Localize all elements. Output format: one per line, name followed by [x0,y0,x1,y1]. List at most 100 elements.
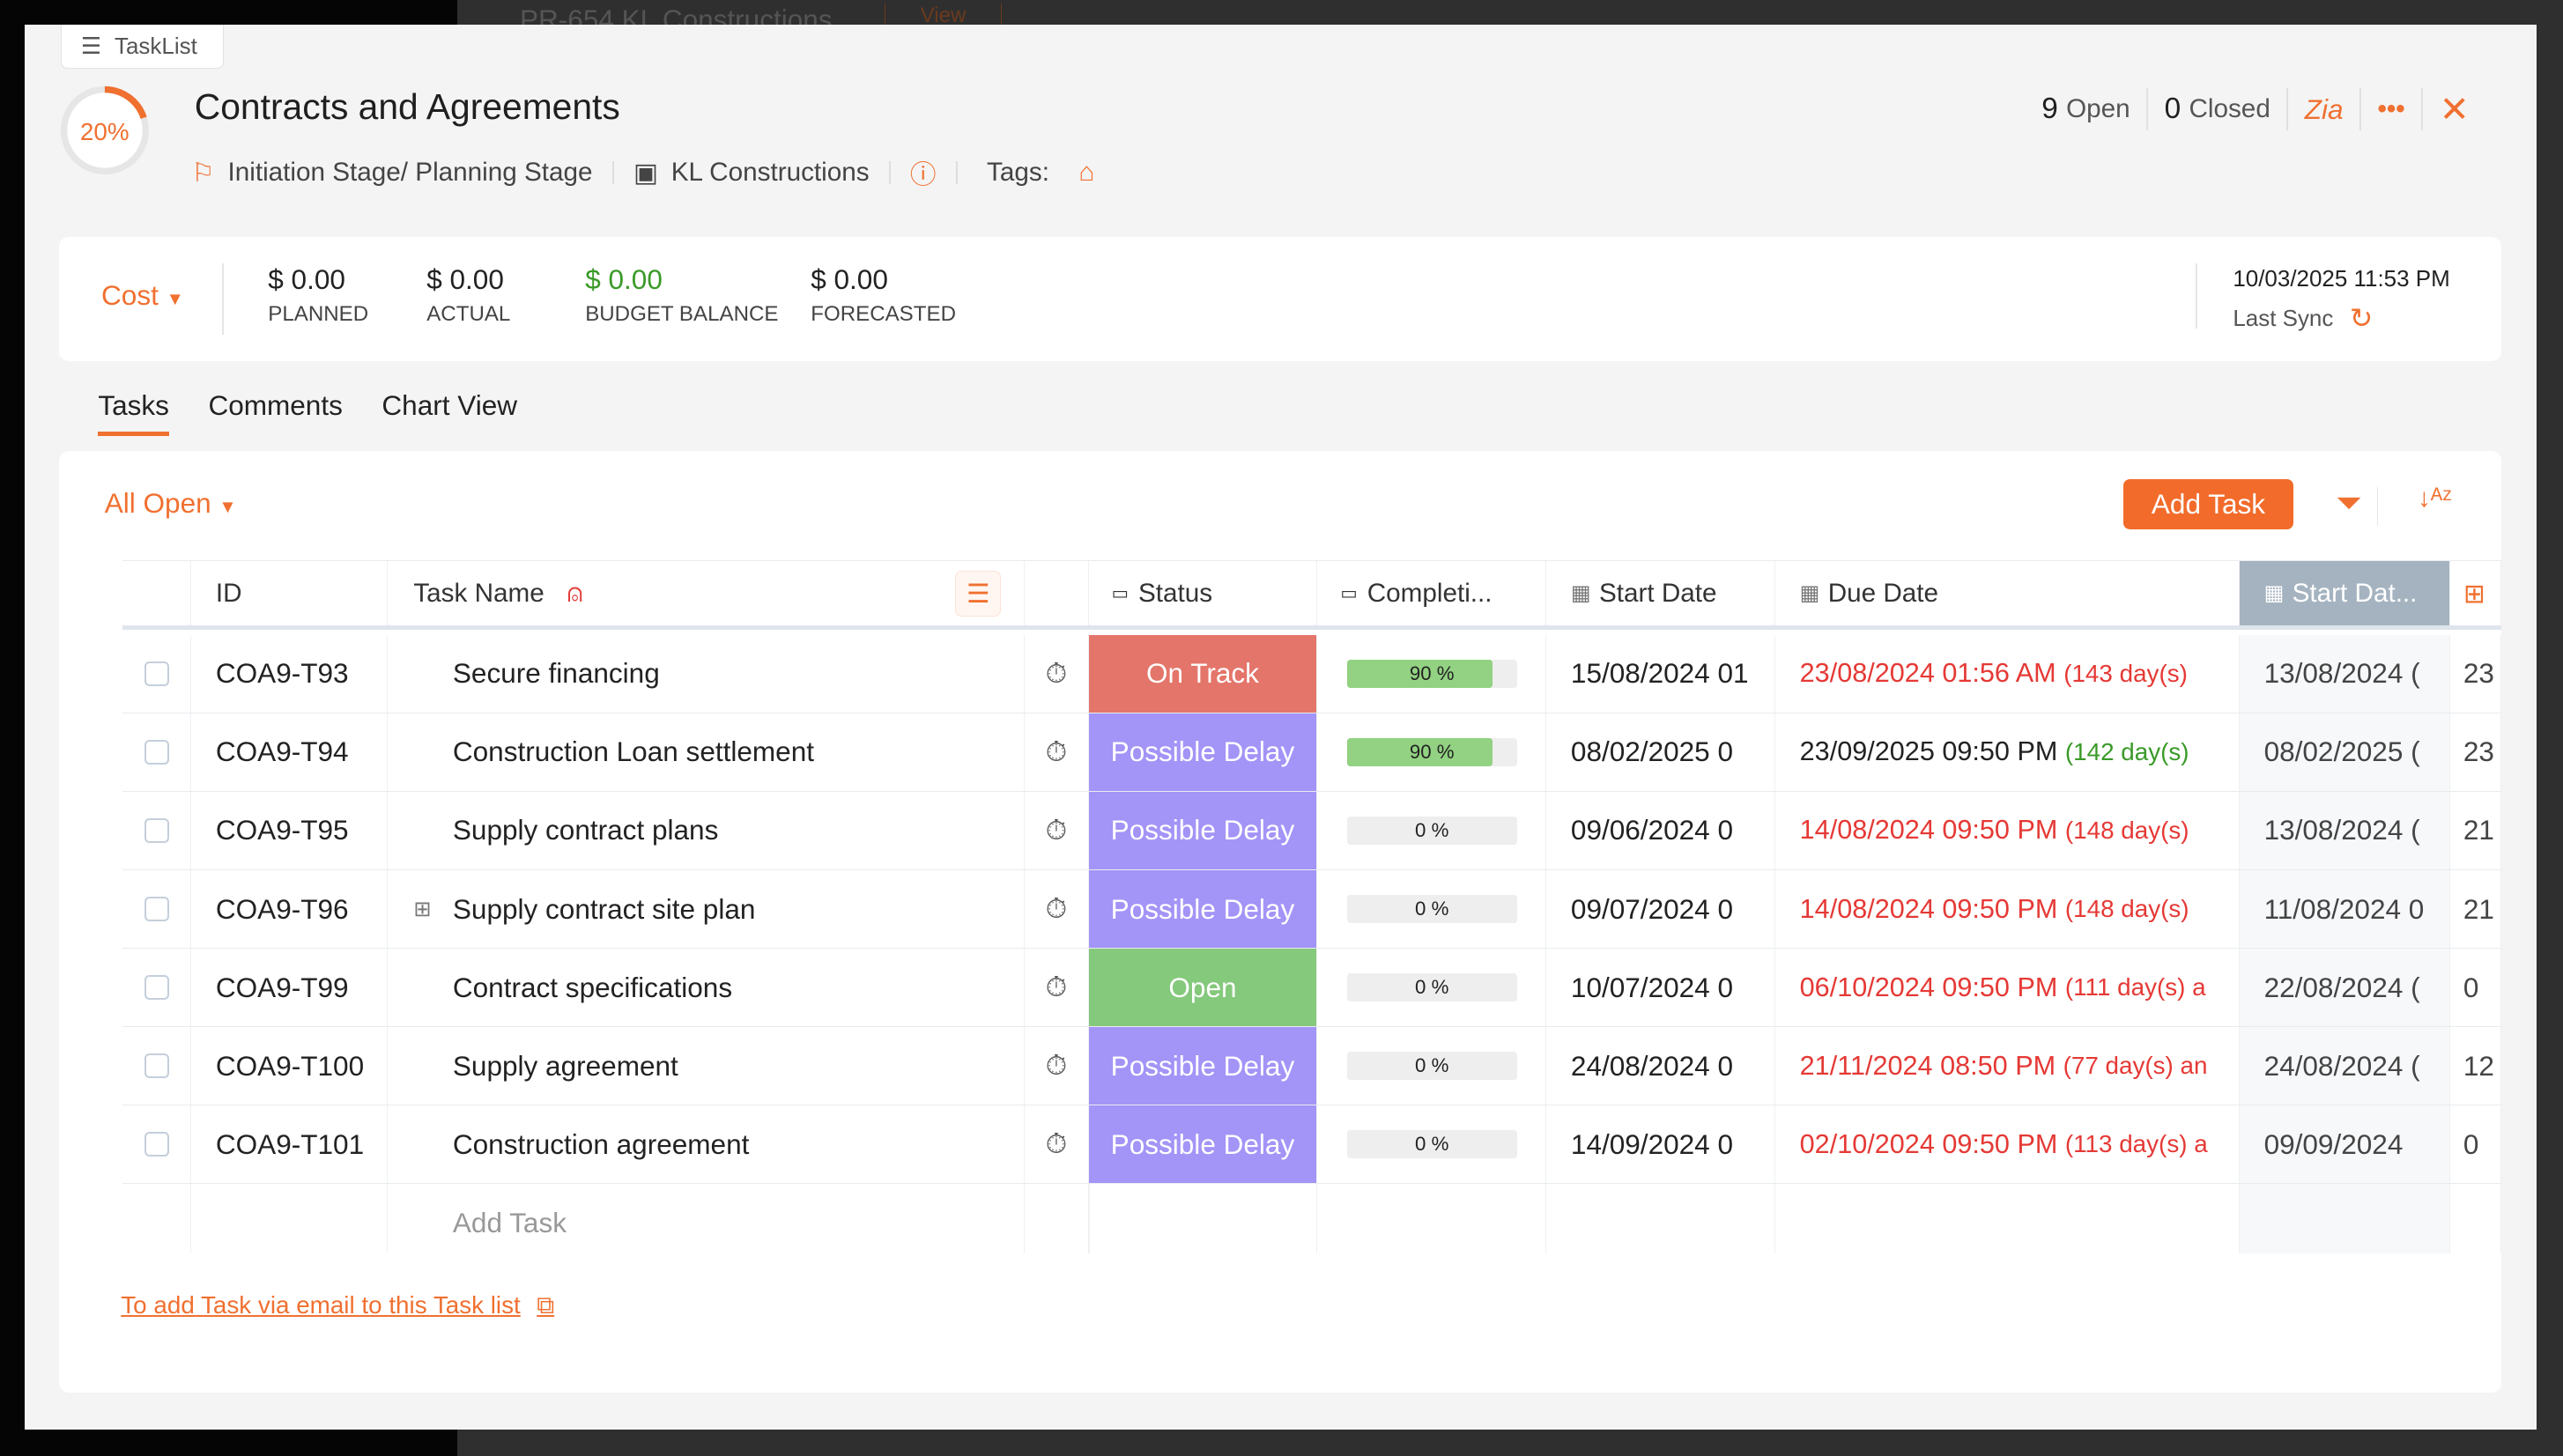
timer-icon[interactable]: ⏱ [1025,713,1089,791]
timer-icon[interactable]: ⏱ [1025,634,1089,713]
due-date[interactable]: 14/08/2024 09:50 PM (148 day(s) [1775,791,2240,869]
task-name[interactable]: Construction Loan settlement [388,713,1026,791]
row-checkbox[interactable] [144,740,169,765]
row-checkbox[interactable] [144,1132,169,1157]
timer-icon[interactable]: ⏱ [1025,949,1089,1027]
column-task-name[interactable]: Task Name ⍝ ☰ [388,561,1026,626]
expand-subtasks-icon[interactable]: ⊞ [413,897,432,921]
timer-icon[interactable]: ⏱ [1025,791,1089,869]
due-date[interactable]: 06/10/2024 09:50 PM (111 day(s) a [1775,949,2240,1027]
status-badge[interactable]: Possible Delay [1088,1105,1318,1184]
due-date[interactable]: 23/08/2024 01:56 AM (143 day(s) [1775,634,2240,713]
completion-bar[interactable]: 0 % [1317,1027,1547,1105]
table-row[interactable]: COA9-T101 Construction agreement ⏱ Possi… [122,1105,2501,1185]
add-column-icon[interactable]: ⊞ [2450,561,2501,626]
table-row[interactable]: COA9-T96 ⊞ Supply contract site plan ⏱ Po… [122,870,2501,950]
add-task-inline[interactable]: Add Task [388,1184,1026,1253]
task-id: COA9-T100 [191,1027,388,1105]
cost-dropdown[interactable]: Cost ▼ [101,279,184,312]
task-name[interactable]: Construction agreement [388,1105,1026,1184]
completion-bar[interactable]: 90 % [1317,634,1547,713]
status-badge[interactable]: On Track [1088,634,1318,713]
row-checkbox[interactable] [144,661,169,686]
table-row[interactable]: COA9-T93 Secure financing ⏱ On Track 90 … [122,634,2501,713]
task-name[interactable]: Supply contract plans [388,791,1026,869]
table-header: ID Task Name ⍝ ☰ ▭ Status ▭ Completi... ▦ Sta… [122,561,2501,631]
tab-tasks[interactable]: Tasks [98,389,169,436]
table-row[interactable]: COA9-T95 Supply contract plans ⏱ Possibl… [122,791,2501,870]
due-date[interactable]: 23/09/2025 09:50 PM (142 day(s) [1775,713,2240,791]
sort-icon[interactable]: ↓ᴬᶻ [2417,484,2452,514]
column-start-date[interactable]: ▦ Start Date [1546,561,1775,626]
task-name[interactable]: Supply agreement [388,1027,1026,1105]
row-checkbox[interactable] [144,818,169,843]
start-date-2[interactable]: 24/08/2024 ( [2239,1027,2451,1105]
column-id[interactable]: ID [191,561,388,626]
column-start-date-2[interactable]: ▦ Start Dat... [2239,561,2451,626]
tab-comments[interactable]: Comments [208,388,343,421]
start-date[interactable]: 10/07/2024 0 [1546,949,1775,1027]
hierarchy-view-icon[interactable]: ☰ [955,570,1002,617]
start-date-2[interactable]: 13/08/2024 ( [2239,634,2451,713]
start-date-2[interactable]: 08/02/2025 ( [2239,713,2451,791]
task-name[interactable]: Secure financing [388,634,1026,713]
due-date[interactable]: 21/11/2024 08:50 PM (77 day(s) an [1775,1027,2240,1105]
row-checkbox[interactable] [144,975,169,1000]
start-date[interactable]: 15/08/2024 01 [1546,634,1775,713]
due-date[interactable]: 02/10/2024 09:50 PM (113 day(s) a [1775,1105,2240,1184]
add-tag-icon[interactable]: ⌂ [1078,157,1095,187]
start-date-2[interactable]: 09/09/2024 [2239,1105,2451,1184]
add-task-button[interactable]: Add Task [2123,478,2293,530]
status-badge[interactable]: Possible Delay [1088,870,1318,949]
start-date[interactable]: 08/02/2025 0 [1546,713,1775,791]
start-date-2[interactable]: 13/08/2024 ( [2239,791,2451,869]
timer-icon[interactable]: ⏱ [1025,1027,1089,1105]
tasklist-tab[interactable]: ☰ TaskList [60,24,225,69]
completion-bar[interactable]: 0 % [1317,1105,1547,1184]
email-task-link[interactable]: To add Task via email to this Task list ⧉ [121,1290,555,1319]
table-row[interactable]: COA9-T100 Supply agreement ⏱ Possible De… [122,1027,2501,1106]
completion-bar[interactable]: 0 % [1317,791,1547,869]
column-completion[interactable]: ▭ Completi... [1317,561,1547,626]
start-date-2[interactable]: 11/08/2024 0 [2239,870,2451,949]
timer-icon[interactable]: ⏱ [1025,1105,1089,1184]
closed-label[interactable]: Closed [2189,94,2270,124]
copy-icon[interactable]: ⧉ [537,1290,555,1319]
status-badge[interactable]: Open [1088,949,1318,1027]
timer-icon[interactable]: ⏱ [1025,870,1089,949]
column-status[interactable]: ▭ Status [1089,561,1318,626]
due-date[interactable]: 14/08/2024 09:50 PM (148 day(s) [1775,870,2240,949]
task-name[interactable]: ⊞ Supply contract site plan [388,870,1026,949]
start-date-2[interactable]: 22/08/2024 ( [2239,949,2451,1027]
completion-bar[interactable]: 0 % [1317,870,1547,949]
table-row[interactable]: COA9-T94 Construction Loan settlement ⏱ … [122,713,2501,792]
info-icon[interactable]: ⓘ [909,160,937,190]
row-checkbox[interactable] [144,897,169,921]
start-date[interactable]: 14/09/2024 0 [1546,1105,1775,1184]
tab-chart-view[interactable]: Chart View [381,388,518,421]
completion-bar[interactable]: 90 % [1317,713,1547,791]
start-date[interactable]: 24/08/2024 0 [1546,1027,1775,1105]
start-date[interactable]: 09/07/2024 0 [1546,870,1775,949]
add-task-row[interactable]: Add Task [122,1184,2501,1253]
open-label[interactable]: Open [2066,94,2130,124]
view-filter-dropdown[interactable]: All Open ▼ [104,486,237,519]
close-icon[interactable]: ✕ [2439,89,2470,130]
task-name[interactable]: Contract specifications [388,949,1026,1027]
column-due-date[interactable]: ▦ Due Date [1775,561,2240,626]
refresh-icon[interactable]: ↻ [2349,301,2374,334]
status-badge[interactable]: Possible Delay [1088,713,1318,791]
stage-link[interactable]: Initiation Stage/ Planning Stage [227,157,593,187]
tasklist-tab-label: TaskList [115,32,197,59]
more-icon[interactable]: ••• [2377,94,2405,124]
background-view-button: View [884,3,1003,27]
status-badge[interactable]: Possible Delay [1088,791,1318,869]
row-checkbox[interactable] [144,1053,169,1079]
table-row[interactable]: COA9-T99 Contract specifications ⏱ Open … [122,949,2501,1028]
filter-icon[interactable]: ⏷ [2336,484,2362,521]
zia-icon[interactable]: Zia [2304,92,2344,125]
start-date[interactable]: 09/06/2024 0 [1546,791,1775,869]
completion-bar[interactable]: 0 % [1317,949,1547,1027]
status-badge[interactable]: Possible Delay [1088,1027,1318,1105]
project-link[interactable]: KL Constructions [670,157,870,187]
